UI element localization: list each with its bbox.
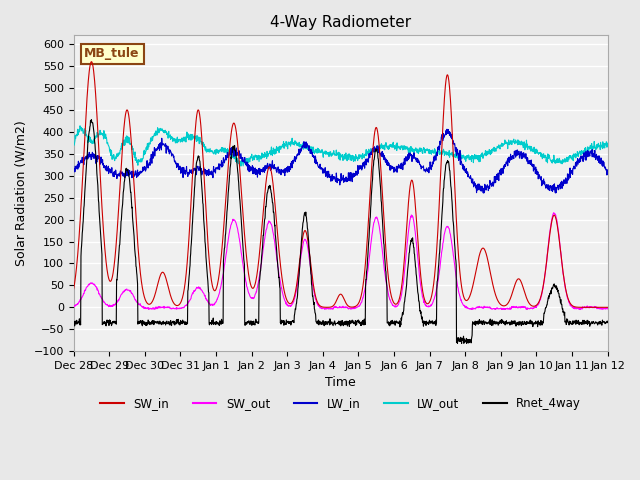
LW_in bbox=[70, 167, 77, 172]
SW_out bbox=[70, 304, 77, 310]
Rnet_4way bbox=[604, 320, 611, 325]
Title: 4-Way Radiometer: 4-Way Radiometer bbox=[270, 15, 411, 30]
LW_in bbox=[272, 166, 280, 171]
SW_in bbox=[314, 300, 322, 306]
Y-axis label: Solar Radiation (W/m2): Solar Radiation (W/m2) bbox=[15, 120, 28, 266]
LW_in bbox=[116, 170, 124, 176]
SW_out bbox=[272, 246, 280, 252]
SW_out bbox=[222, 252, 230, 258]
LW_out bbox=[428, 150, 436, 156]
SW_out bbox=[498, 307, 506, 312]
SW_in bbox=[70, 286, 77, 292]
LW_in bbox=[314, 161, 321, 167]
Rnet_4way bbox=[262, 199, 270, 205]
Line: SW_out: SW_out bbox=[74, 213, 607, 310]
LW_out bbox=[314, 146, 322, 152]
Rnet_4way bbox=[428, 319, 436, 325]
LW_out bbox=[116, 147, 124, 153]
LW_out bbox=[263, 156, 271, 161]
LW_out bbox=[273, 147, 280, 153]
LW_in bbox=[443, 126, 451, 132]
LW_in bbox=[262, 164, 270, 169]
SW_out bbox=[604, 306, 611, 312]
LW_out bbox=[76, 123, 84, 129]
SW_in bbox=[88, 59, 95, 64]
SW_in bbox=[428, 293, 436, 299]
LW_out bbox=[223, 149, 230, 155]
LW_out bbox=[604, 143, 611, 148]
SW_out bbox=[314, 300, 321, 306]
LW_in bbox=[604, 170, 611, 176]
Line: Rnet_4way: Rnet_4way bbox=[74, 120, 607, 344]
LW_in bbox=[222, 154, 230, 159]
Rnet_4way bbox=[458, 341, 465, 347]
SW_out bbox=[428, 302, 435, 308]
SW_out bbox=[550, 210, 557, 216]
LW_out bbox=[237, 163, 244, 169]
SW_in bbox=[223, 189, 230, 194]
Rnet_4way bbox=[223, 221, 230, 227]
Legend: SW_in, SW_out, LW_in, LW_out, Rnet_4way: SW_in, SW_out, LW_in, LW_out, Rnet_4way bbox=[95, 392, 586, 415]
LW_out bbox=[70, 143, 77, 148]
SW_in bbox=[272, 212, 280, 217]
X-axis label: Time: Time bbox=[325, 376, 356, 389]
Rnet_4way bbox=[314, 318, 322, 324]
Rnet_4way bbox=[88, 117, 95, 122]
SW_out bbox=[116, 295, 124, 301]
LW_in bbox=[480, 190, 488, 196]
Line: SW_in: SW_in bbox=[74, 61, 607, 307]
LW_in bbox=[428, 167, 435, 172]
SW_in bbox=[116, 182, 124, 188]
SW_in bbox=[262, 177, 270, 182]
Line: LW_out: LW_out bbox=[74, 126, 607, 166]
Text: MB_tule: MB_tule bbox=[84, 48, 140, 60]
Rnet_4way bbox=[70, 319, 77, 325]
SW_in bbox=[604, 304, 611, 310]
Rnet_4way bbox=[116, 235, 124, 241]
Rnet_4way bbox=[272, 238, 280, 244]
SW_out bbox=[262, 227, 270, 233]
Line: LW_in: LW_in bbox=[74, 129, 607, 193]
